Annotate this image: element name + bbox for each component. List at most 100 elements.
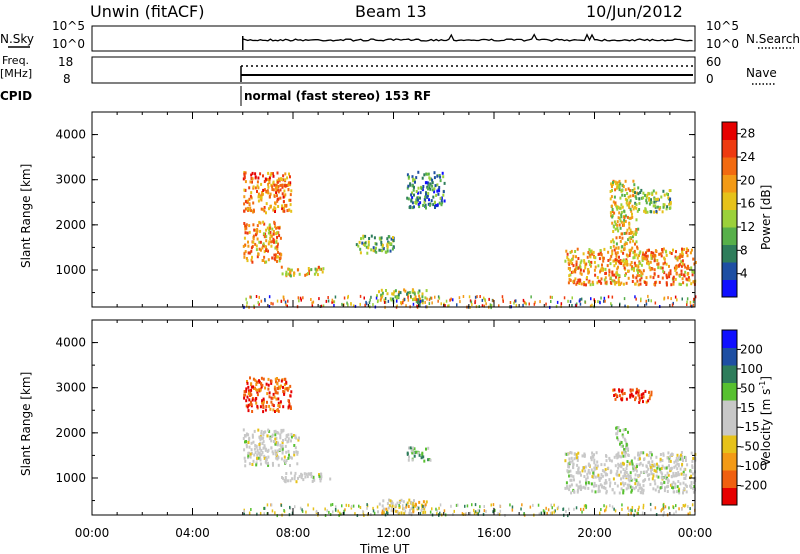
velocity-y-label: Slant Range [km] [19, 372, 33, 476]
data-cell [662, 507, 664, 511]
data-cell [635, 297, 637, 301]
data-cell [615, 281, 618, 285]
data-cell [569, 451, 572, 454]
velocity-colorbar-label: Velocity [m s-1] [758, 376, 773, 466]
data-cell [418, 453, 421, 457]
data-cell [385, 507, 388, 511]
data-cell [250, 508, 252, 511]
data-cell [614, 227, 617, 231]
data-cell [408, 455, 410, 459]
data-cell [675, 256, 678, 260]
data-cell [649, 268, 652, 272]
data-cell [275, 456, 278, 460]
data-cell [412, 302, 415, 306]
data-cell [380, 288, 383, 292]
data-cell [258, 436, 261, 440]
data-cell [671, 452, 673, 456]
data-cell [619, 442, 621, 446]
data-cell [312, 300, 315, 304]
data-cell [268, 240, 271, 244]
data-cell [666, 456, 669, 460]
data-cell [647, 399, 650, 403]
data-cell [615, 432, 618, 436]
data-cell [250, 173, 253, 177]
data-cell [638, 208, 641, 211]
data-cell [372, 249, 375, 253]
data-cell [589, 283, 592, 287]
data-cell [394, 289, 397, 293]
data-cell [693, 270, 695, 274]
data-cell [593, 260, 596, 264]
x-tick-label: 12:00 [376, 526, 411, 540]
data-cell [600, 281, 603, 285]
data-cell [284, 178, 287, 182]
data-cell [639, 451, 642, 455]
data-cell [334, 508, 337, 511]
data-cell [414, 295, 417, 299]
data-cell [655, 209, 658, 213]
data-cell [611, 505, 614, 509]
data-cell [624, 470, 627, 473]
data-cell [587, 469, 590, 472]
data-cell [267, 171, 270, 175]
data-cell [578, 282, 581, 285]
data-cell [319, 477, 321, 480]
data-cell [408, 291, 411, 295]
data-cell [605, 508, 607, 512]
data-cell [633, 487, 636, 491]
data-cell [617, 462, 620, 466]
data-cell [689, 300, 692, 304]
data-cell [622, 282, 625, 286]
data-cell [272, 452, 275, 456]
data-cell [625, 281, 628, 285]
data-cell [646, 210, 649, 214]
data-cell [638, 197, 641, 201]
data-cell [681, 255, 684, 258]
data-cell [598, 489, 601, 493]
data-cell [332, 510, 334, 514]
data-cell [670, 252, 673, 255]
data-cell [625, 451, 627, 454]
data-cell [609, 469, 612, 473]
data-cell [564, 486, 567, 490]
data-cell [668, 459, 671, 463]
colorbar-tick-label: 28 [740, 127, 755, 141]
colorbar-segment [722, 417, 737, 436]
data-cell [636, 279, 639, 283]
data-cell [641, 259, 644, 262]
data-cell [648, 192, 651, 196]
data-cell [587, 486, 590, 490]
data-cell [623, 474, 626, 477]
data-cell [621, 189, 623, 192]
data-cell [247, 441, 250, 444]
data-cell [431, 184, 434, 188]
data-cell [302, 296, 304, 300]
data-cell [388, 235, 391, 239]
data-cell [690, 474, 693, 478]
data-cell [268, 207, 270, 211]
data-cell [627, 486, 630, 490]
data-cell [608, 273, 611, 277]
data-cell [414, 201, 417, 204]
data-cell [577, 266, 580, 270]
data-cell [417, 506, 420, 510]
data-cell [627, 453, 630, 457]
data-cell [611, 279, 614, 283]
data-cell [522, 303, 524, 307]
data-cell [684, 477, 687, 480]
data-cell [270, 379, 273, 383]
data-cell [604, 276, 607, 280]
data-cell [572, 463, 575, 466]
data-cell [262, 405, 265, 409]
data-cell [596, 281, 599, 285]
data-cell [667, 196, 670, 200]
data-cell [593, 453, 595, 457]
data-cell [269, 192, 272, 196]
data-cell [392, 245, 395, 249]
data-cell [694, 261, 697, 264]
data-cell [511, 508, 514, 512]
data-cell [636, 209, 639, 213]
data-cell [362, 236, 365, 240]
data-cell [317, 265, 320, 269]
data-cell [576, 490, 579, 494]
